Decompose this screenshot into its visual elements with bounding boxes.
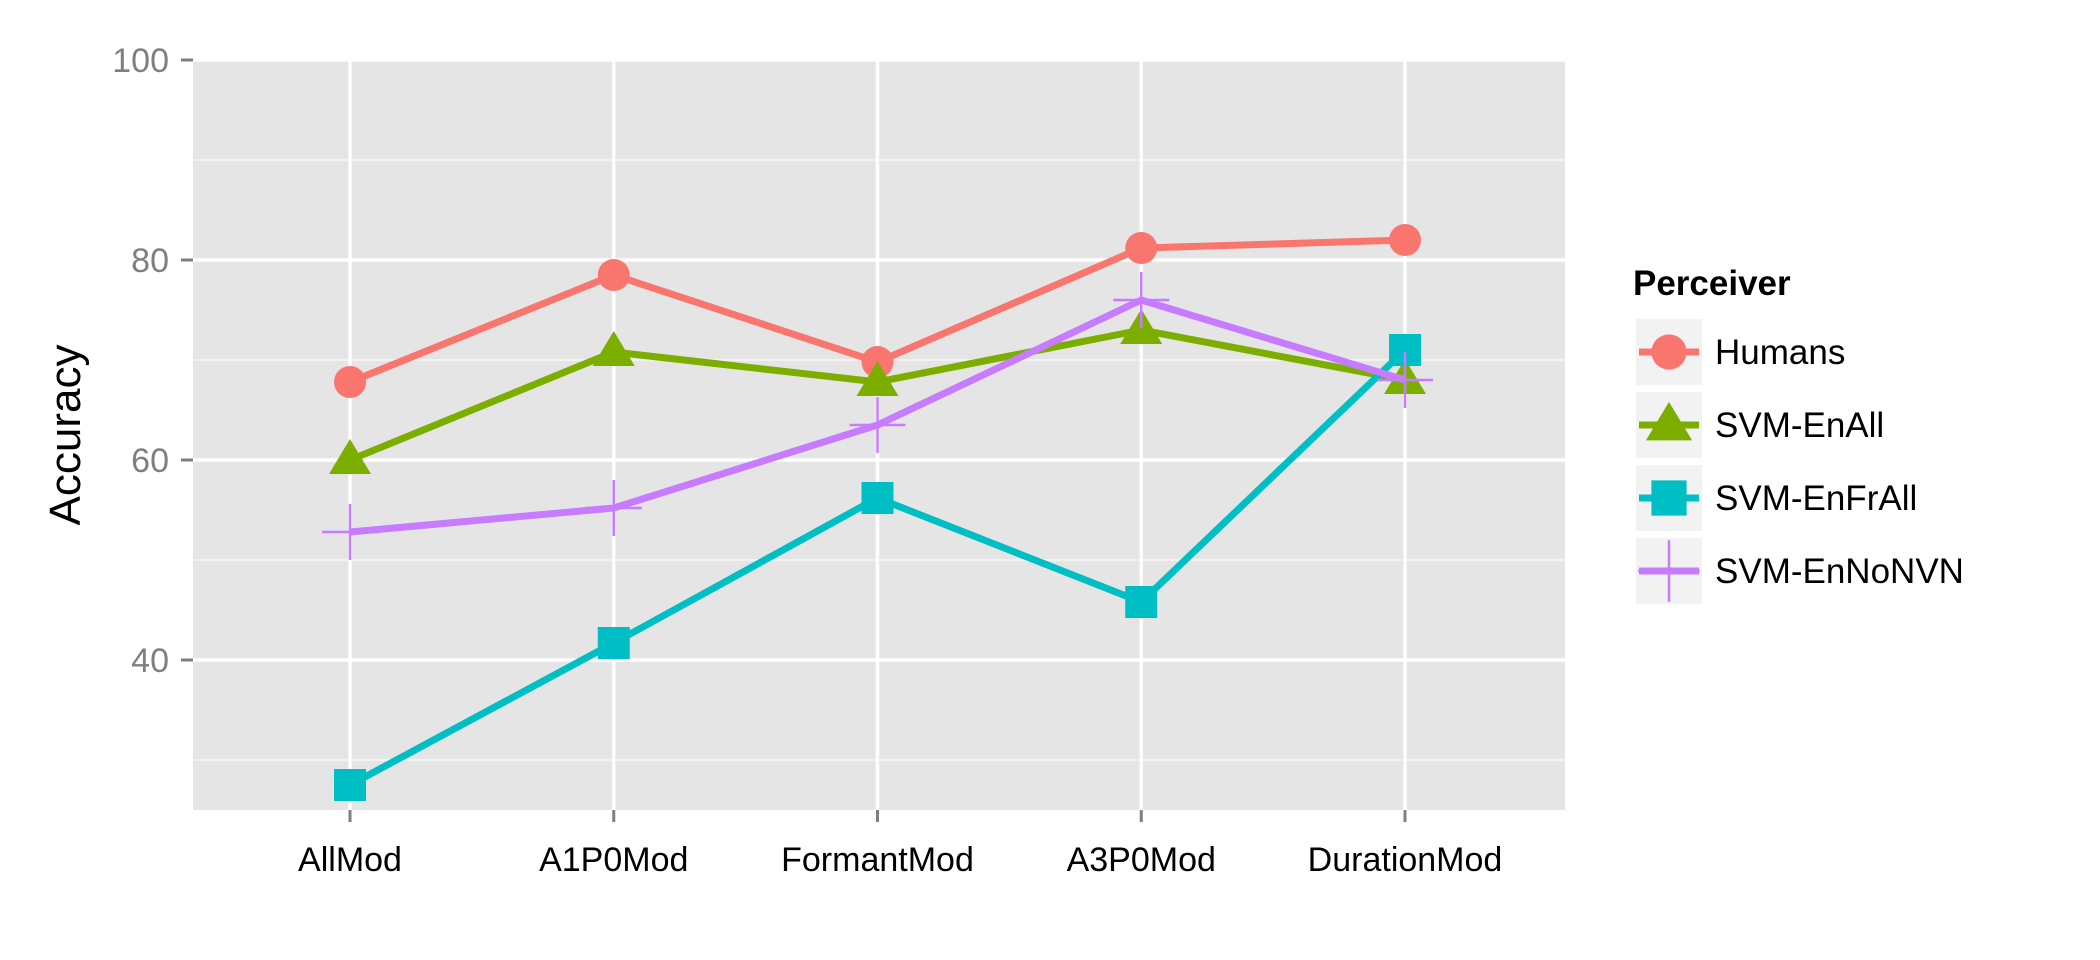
- legend: Perceiver Humans SVM-EnAll SVM-EnFrAll SVM-…: [1633, 264, 1964, 606]
- x-tick-label: FormantMod: [781, 841, 974, 879]
- legend-title: Perceiver: [1633, 264, 1791, 303]
- series-svm-ennonvn: [322, 272, 1433, 560]
- x-tick-label: DurationMod: [1308, 841, 1503, 879]
- data-point: [1125, 586, 1158, 618]
- legend-item: Humans: [1634, 317, 1845, 387]
- data-point: [1389, 224, 1421, 256]
- x-tick-label: A3P0Mod: [1067, 841, 1216, 879]
- legend-label: SVM-EnFrAll: [1715, 479, 1917, 518]
- data-point: [856, 361, 899, 396]
- legend-label: SVM-EnNoNVN: [1715, 552, 1964, 591]
- y-tick-label: 60: [131, 442, 169, 480]
- data-point: [329, 439, 371, 474]
- data-point: [334, 366, 366, 398]
- legend-key-marker: [1638, 540, 1700, 602]
- y-tick-label: 80: [131, 242, 169, 280]
- data-point: [1113, 272, 1170, 328]
- data-point: [849, 397, 906, 453]
- legend-key-marker: [1651, 480, 1687, 516]
- legend-item: SVM-EnAll: [1634, 390, 1884, 460]
- series-svm-enfrall: [334, 334, 1421, 801]
- x-tick-label: A1P0Mod: [539, 841, 688, 879]
- legend-item: SVM-EnFrAll: [1634, 463, 1917, 533]
- data-point: [592, 331, 635, 366]
- axes: 40 60 80 100 AllMod A1P0Mod FormantMod A3P0Mod D…: [112, 42, 1502, 879]
- x-tick-label: AllMod: [298, 841, 402, 879]
- data-point: [861, 482, 894, 514]
- data-point: [585, 480, 642, 536]
- y-tick-label: 100: [112, 42, 169, 80]
- legend-label: Humans: [1715, 333, 1845, 372]
- data-point: [1125, 232, 1158, 264]
- legend-key-marker: [1651, 334, 1687, 370]
- y-axis-title: Accuracy: [41, 345, 90, 526]
- data-point: [1377, 352, 1433, 408]
- legend-key-marker: [1645, 401, 1693, 441]
- data-point: [597, 627, 630, 659]
- legend-label: SVM-EnAll: [1715, 406, 1884, 445]
- y-tick-label: 40: [131, 642, 169, 680]
- legend-item: SVM-EnNoNVN: [1634, 536, 1964, 606]
- data-point: [322, 504, 378, 560]
- data-point: [334, 769, 366, 801]
- data-point: [597, 259, 630, 291]
- series-layer: [322, 224, 1433, 801]
